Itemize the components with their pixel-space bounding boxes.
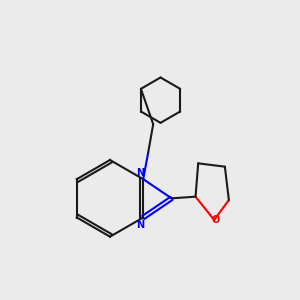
Text: N: N — [136, 220, 145, 230]
Text: O: O — [211, 215, 219, 225]
Text: N: N — [136, 168, 145, 178]
